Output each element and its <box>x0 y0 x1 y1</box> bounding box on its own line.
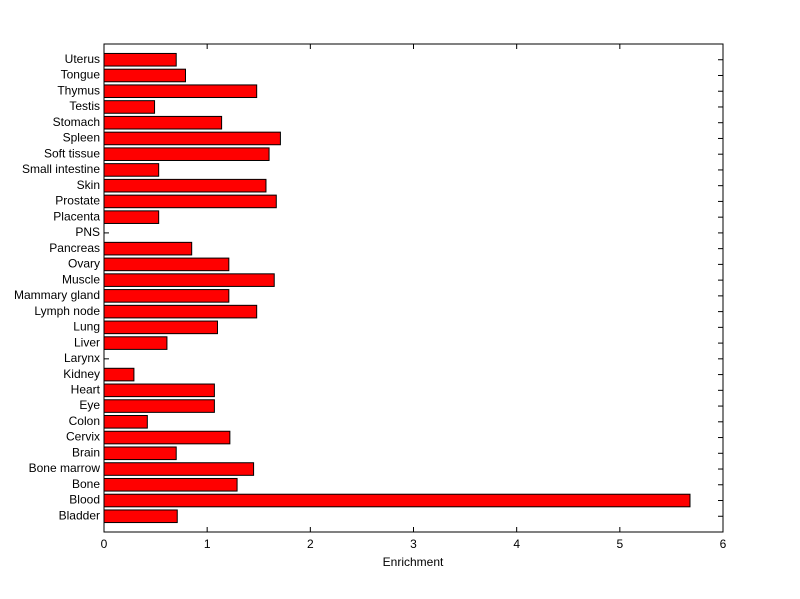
bar <box>103 415 148 429</box>
bar <box>103 178 267 193</box>
y-tick-label: Brain <box>72 445 100 459</box>
y-tick-label: Liver <box>74 335 100 349</box>
plot-frame <box>103 43 724 533</box>
bar <box>103 257 230 272</box>
y-tick-label: Blood <box>69 493 100 507</box>
y-tick-label: Colon <box>69 414 100 428</box>
bar <box>103 304 258 319</box>
x-tick-label: 6 <box>720 537 727 551</box>
y-tick-label: Prostate <box>55 194 100 208</box>
bar <box>103 241 193 256</box>
bar <box>103 367 135 382</box>
y-tick-label: Lung <box>73 320 100 334</box>
y-tick-label: Small intestine <box>22 162 100 176</box>
bar <box>103 336 168 350</box>
y-tick-label: Thymus <box>57 83 100 97</box>
bar <box>103 163 160 177</box>
y-tick-label: Kidney <box>63 367 100 381</box>
bar <box>103 289 230 303</box>
x-tick-label: 0 <box>101 537 108 551</box>
x-tick-label: 5 <box>616 537 623 551</box>
bar <box>103 273 275 287</box>
bar <box>103 100 156 114</box>
y-tick-label: Soft tissue <box>44 146 100 160</box>
bar <box>103 68 187 83</box>
bar <box>103 509 178 524</box>
bar <box>103 320 218 335</box>
y-tick-label: Bone marrow <box>29 461 101 475</box>
y-tick-label: Skin <box>77 178 100 192</box>
y-tick-label: Bone <box>72 477 100 491</box>
y-tick-label: Bladder <box>59 508 100 522</box>
y-tick-label: Testis <box>69 99 100 113</box>
y-tick-label: Muscle <box>62 272 100 286</box>
bar <box>103 446 177 461</box>
y-tick-label: Uterus <box>65 52 100 66</box>
bar <box>103 194 277 209</box>
bar <box>103 399 215 413</box>
x-tick-label: 4 <box>513 537 520 551</box>
y-tick-label: Tongue <box>61 68 101 82</box>
y-tick-label: PNS <box>75 225 100 239</box>
y-tick-label: Cervix <box>66 430 100 444</box>
x-tick-label: 2 <box>307 537 314 551</box>
y-tick-label: Lymph node <box>34 304 100 318</box>
y-tick-label: Spleen <box>63 131 100 145</box>
y-tick-label: Larynx <box>64 351 100 365</box>
bar <box>103 131 281 146</box>
bar <box>103 147 270 161</box>
bar <box>103 210 160 224</box>
bar <box>103 477 238 492</box>
bar <box>103 52 177 67</box>
bar <box>103 383 215 398</box>
y-tick-label: Eye <box>79 398 100 412</box>
x-tick-label: 3 <box>410 537 417 551</box>
y-tick-label: Ovary <box>68 257 100 271</box>
y-tick-label: Pancreas <box>49 241 100 255</box>
y-tick-label: Mammary gland <box>14 288 100 302</box>
bar <box>103 115 223 130</box>
x-axis-label: Enrichment <box>383 555 444 569</box>
bar <box>103 430 231 445</box>
y-tick-label: Heart <box>71 382 101 396</box>
bar <box>103 493 691 508</box>
bar <box>103 462 255 476</box>
bar <box>103 84 258 99</box>
y-tick-label: Stomach <box>53 115 100 129</box>
y-tick-label: Placenta <box>53 209 100 223</box>
x-tick-label: 1 <box>204 537 211 551</box>
